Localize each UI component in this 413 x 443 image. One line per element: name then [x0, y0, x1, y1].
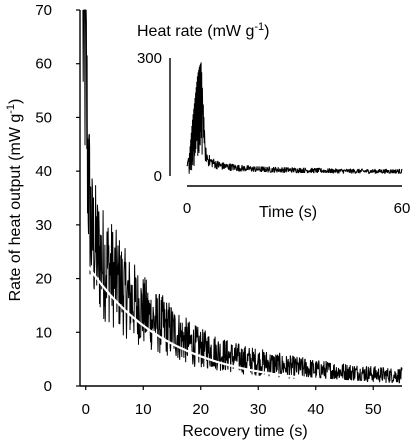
- main-x-tick-label: 50: [365, 401, 382, 418]
- inset-title: Heat rate (mW g-1): [137, 21, 269, 40]
- inset-title-close: ): [264, 23, 269, 40]
- main-chart: 0 10 20 30 40 50 60 70 0 10 20 30 40 50 Recovery time…: [5, 2, 403, 440]
- main-y-tick-label: 10: [35, 324, 52, 341]
- inset-x-axis-title: Time (s): [259, 204, 317, 221]
- main-x-tick-label: 40: [307, 401, 324, 418]
- main-y-tick-label: 40: [35, 163, 52, 180]
- main-measured-trace: [82, 9, 403, 384]
- main-axes: 0 10 20 30 40 50 60 70 0 10 20 30 40 50: [35, 2, 402, 418]
- inset-y-tick-label: 300: [137, 50, 162, 67]
- inset-x-tick-label: 0: [183, 200, 191, 217]
- inset-y-tick-label: 0: [154, 168, 162, 185]
- main-y-axis-title-text: Rate of heat output (mW g: [7, 114, 24, 302]
- inset-axes: 0 300 0 60: [137, 50, 410, 217]
- main-y-tick-label: 0: [44, 378, 52, 395]
- main-x-tick-label: 10: [135, 401, 152, 418]
- main-fit-curve: [84, 261, 362, 384]
- main-y-tick-label: 20: [35, 271, 52, 288]
- main-x-tick-label: 20: [192, 401, 209, 418]
- inset-chart: 0 300 0 60 Heat rate (mW g-1) Time (s): [137, 21, 410, 221]
- main-y-axis-title-close: ): [7, 99, 24, 104]
- main-y-tick-label: 60: [35, 56, 52, 73]
- inset-x-tick-label: 60: [394, 200, 411, 217]
- main-y-axis-title-sup: -1: [5, 104, 17, 114]
- main-y-tick-label: 70: [35, 2, 52, 19]
- inset-title-text: Heat rate (mW g: [137, 23, 254, 40]
- main-y-axis-title: Rate of heat output (mW g-1): [5, 99, 24, 302]
- main-x-axis-title: Recovery time (s): [182, 423, 307, 440]
- inset-traces: [186, 62, 403, 175]
- inset-measured-trace: [186, 62, 403, 175]
- inset-title-sup: -1: [254, 21, 264, 33]
- main-x-tick-label: 30: [250, 401, 267, 418]
- main-y-tick-label: 50: [35, 109, 52, 126]
- main-y-tick-label: 30: [35, 217, 52, 234]
- main-x-tick-label: 0: [82, 401, 90, 418]
- main-traces: [82, 9, 403, 384]
